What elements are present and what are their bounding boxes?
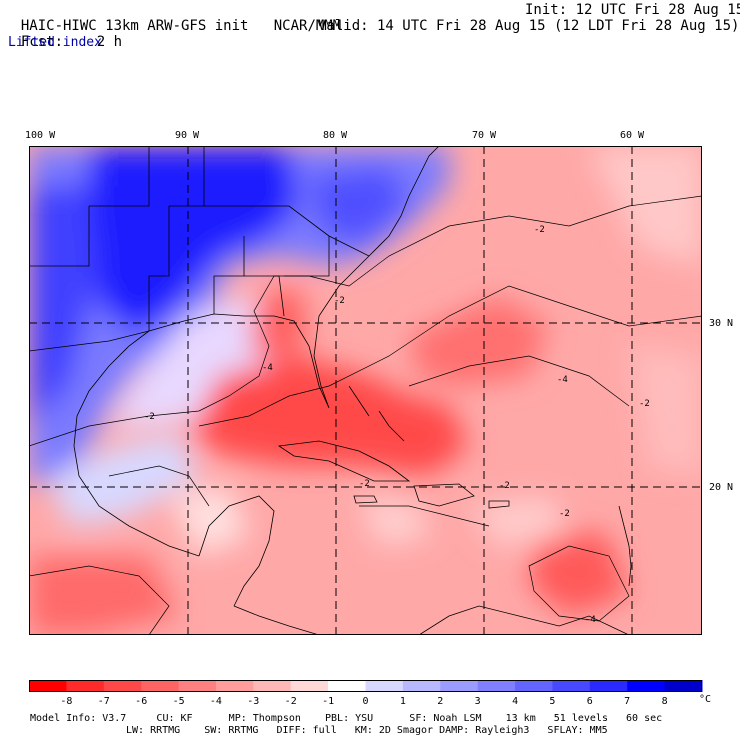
colorbar-tick-label: -4	[210, 696, 222, 707]
colorbar-tick-label: 1	[400, 696, 406, 707]
colorbar-tick-label: 2	[437, 696, 443, 707]
colorbar-tick-label: 3	[475, 696, 481, 707]
colorbar-swatch	[515, 680, 553, 692]
colorbar-swatch	[552, 680, 591, 692]
colorbar-unit: °C	[699, 694, 711, 705]
contour-label: -4	[585, 615, 596, 625]
lat-label-30n: 30 N	[709, 318, 734, 329]
contour-label: -2	[144, 412, 155, 422]
latlon-grid	[29, 146, 702, 635]
colorbar-tick-label: -6	[135, 696, 147, 707]
lon-label-80w: 80 W	[323, 130, 348, 141]
colorbar-swatch	[178, 680, 217, 692]
model-info-line1: Model Info: V3.7 CU: KF MP: Thompson PBL…	[30, 713, 663, 724]
colorbar-border	[29, 680, 702, 692]
colorbar-tick-label: 8	[662, 696, 668, 707]
colorbar-swatch	[141, 680, 180, 692]
lon-label-100w: 100 W	[25, 130, 56, 141]
colorbar-swatch	[328, 680, 366, 692]
contour-label: -2	[639, 399, 650, 409]
contour-label: -4	[557, 375, 568, 385]
colorbar-swatch	[627, 680, 666, 692]
colorbar-tick-label: -1	[322, 696, 334, 707]
colorbar-tick-label: 0	[362, 696, 368, 707]
contour-label: -2	[334, 296, 345, 306]
coastlines	[29, 146, 632, 635]
field-name: Lifted index	[8, 35, 102, 50]
colorbar-tick-label: -5	[173, 696, 185, 707]
colorbar-swatch	[664, 680, 703, 692]
colorbar-tick-label: 4	[512, 696, 518, 707]
colorbar-swatch	[477, 680, 516, 692]
contour-label: -2	[559, 509, 570, 519]
colorbar-swatches	[29, 680, 703, 692]
valid-time: Valid: 14 UTC Fri 28 Aug 15 (12 LDT Fri …	[318, 18, 740, 34]
colorbar-swatch	[589, 680, 628, 692]
colorbar-swatch	[103, 680, 142, 692]
contour-label: -2	[499, 481, 510, 491]
map-frame	[29, 146, 702, 635]
colorbar-swatch	[215, 680, 254, 692]
title-text: HAIC-HIWC 13km ARW-GFS init	[20, 18, 249, 34]
colorbar-swatch	[440, 680, 479, 692]
contour-label-group: -2 -2 -2 -4 -4 -2 -2 -2 -2 -4	[144, 225, 650, 625]
colorbar-swatch	[66, 680, 105, 692]
colorbar-swatch	[253, 680, 292, 692]
colorbar-tick-label: 5	[549, 696, 555, 707]
lon-label-70w: 70 W	[472, 130, 497, 141]
colorbar-swatch	[290, 680, 329, 692]
colorbar-swatch	[365, 680, 404, 692]
contour-lines	[29, 195, 702, 635]
colorbar: -8 -7 -6 -5 -4 -3 -2 -1 0 1 2 3 4 5 6 7 8 °C	[29, 680, 711, 707]
lat-label-20n: 20 N	[709, 482, 734, 493]
field-shading	[29, 146, 702, 635]
model-info-line2: LW: RRTMG SW: RRTMG DIFF: full KM: 2D Sm…	[126, 725, 608, 736]
init-time: Init: 12 UTC Fri 28 Aug 15	[525, 2, 740, 18]
colorbar-ticks: -8 -7 -6 -5 -4 -3 -2 -1 0 1 2 3 4 5 6 7 8	[60, 696, 667, 707]
lon-label-90w: 90 W	[175, 130, 200, 141]
colorbar-swatch	[402, 680, 441, 692]
fcst-value: 2 h	[96, 34, 123, 50]
contour-label: -4	[262, 363, 273, 373]
colorbar-tick-label: -7	[98, 696, 110, 707]
lifted-index-map: -2 -2 -2 -4 -4 -2 -2 -2 -2 -4	[29, 146, 702, 635]
org-text: NCAR/MMM	[273, 18, 342, 34]
lon-label-60w: 60 W	[620, 130, 645, 141]
colorbar-swatch	[29, 680, 67, 692]
colorbar-tick-label: -3	[247, 696, 259, 707]
colorbar-tick-label: -2	[285, 696, 297, 707]
contour-label: -2	[534, 225, 545, 235]
forecast-hour: Fcst: 2 h	[4, 18, 122, 50]
colorbar-tick-label: 7	[624, 696, 630, 707]
contour-label: -2	[359, 479, 370, 489]
model-title: HAIC-HIWC 13km ARW-GFS init NCAR/MMM	[4, 2, 341, 34]
colorbar-tick-label: 6	[587, 696, 593, 707]
fcst-label: Fcst:	[20, 34, 64, 50]
colorbar-tick-label: -8	[60, 696, 72, 707]
